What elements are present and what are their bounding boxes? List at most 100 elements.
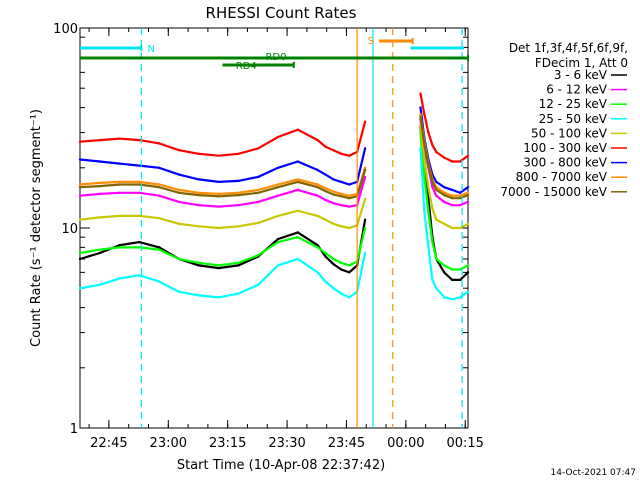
data-point bbox=[217, 195, 220, 198]
data-point bbox=[332, 222, 335, 225]
data-point bbox=[443, 264, 446, 267]
data-point bbox=[340, 204, 343, 207]
data-point bbox=[98, 160, 101, 163]
series-9 bbox=[78, 115, 470, 200]
data-point bbox=[276, 135, 280, 139]
data-point bbox=[157, 194, 161, 197]
data-point bbox=[296, 178, 299, 181]
data-point bbox=[419, 106, 422, 109]
data-point bbox=[98, 283, 101, 286]
data-point bbox=[332, 262, 335, 266]
x-tick-label: 23:00 bbox=[150, 436, 187, 451]
data-point bbox=[443, 222, 446, 225]
legend-entry-label: 300 - 800 keV bbox=[523, 156, 607, 170]
y-axis-label: Count Rate (s⁻¹ detector segment⁻¹) bbox=[29, 109, 44, 347]
data-point bbox=[78, 185, 82, 189]
data-point bbox=[431, 185, 434, 189]
data-point bbox=[217, 296, 220, 299]
data-point bbox=[256, 254, 260, 257]
y-tick-label: 1 bbox=[70, 422, 78, 437]
data-point bbox=[466, 290, 470, 293]
data-point bbox=[458, 191, 462, 194]
data-point bbox=[296, 235, 299, 239]
data-point bbox=[458, 296, 462, 299]
data-point bbox=[157, 216, 161, 220]
data-point bbox=[340, 152, 343, 155]
plot-area bbox=[79, 27, 469, 429]
data-point bbox=[363, 168, 367, 172]
data-point bbox=[458, 204, 462, 207]
data-point bbox=[78, 218, 82, 221]
data-point bbox=[324, 145, 327, 148]
data-point bbox=[332, 190, 335, 193]
data-point bbox=[118, 246, 121, 249]
data-point bbox=[157, 142, 161, 145]
data-point bbox=[296, 128, 299, 131]
data-point bbox=[78, 251, 82, 255]
data-point bbox=[419, 113, 422, 116]
data-point bbox=[324, 280, 327, 283]
chart-title: RHESSI Count Rates bbox=[206, 4, 357, 22]
data-point bbox=[78, 158, 82, 161]
data-point bbox=[296, 180, 299, 184]
data-point bbox=[237, 193, 240, 197]
data-point bbox=[197, 204, 200, 207]
data-point bbox=[363, 147, 367, 150]
data-point bbox=[348, 264, 351, 267]
data-point bbox=[340, 292, 343, 295]
data-point bbox=[466, 200, 470, 204]
data-point bbox=[276, 183, 280, 186]
data-point bbox=[217, 154, 220, 157]
data-point bbox=[98, 138, 101, 142]
data-point bbox=[217, 264, 220, 267]
data-point bbox=[157, 183, 161, 186]
data-point bbox=[324, 251, 327, 255]
data-point bbox=[197, 264, 200, 267]
x-axis: 22:45 23:00 23:15 23:30 23:45 00:00 00:15 bbox=[88, 28, 484, 451]
data-point bbox=[332, 193, 335, 196]
data-point bbox=[197, 178, 200, 181]
series-line bbox=[79, 107, 469, 195]
data-point bbox=[138, 183, 141, 186]
data-point bbox=[443, 185, 446, 189]
data-point bbox=[435, 150, 438, 154]
data-point bbox=[118, 191, 121, 194]
data-point bbox=[348, 205, 351, 208]
data-point bbox=[316, 214, 319, 218]
data-point bbox=[435, 218, 438, 221]
data-point bbox=[324, 255, 327, 258]
data-point bbox=[118, 162, 121, 165]
series-layer bbox=[78, 92, 470, 301]
data-point bbox=[98, 251, 101, 255]
data-point bbox=[316, 185, 319, 189]
data-point bbox=[466, 271, 470, 274]
data-point bbox=[276, 185, 280, 189]
data-point bbox=[157, 248, 161, 251]
data-point bbox=[431, 240, 434, 244]
data-point bbox=[276, 264, 280, 267]
data-point bbox=[340, 180, 343, 184]
data-point bbox=[435, 194, 438, 197]
data-point bbox=[340, 261, 343, 264]
series-4 bbox=[78, 147, 470, 301]
data-point bbox=[466, 193, 470, 197]
series-line bbox=[79, 132, 469, 271]
data-point bbox=[450, 160, 454, 163]
x-tick-label: 23:45 bbox=[328, 436, 365, 451]
data-point bbox=[177, 173, 181, 176]
data-point bbox=[177, 191, 181, 194]
annotation-label-rd4: RD4 bbox=[236, 61, 257, 72]
x-tick-label: 00:00 bbox=[387, 436, 424, 451]
data-point bbox=[197, 261, 200, 264]
data-point bbox=[423, 143, 426, 147]
data-point bbox=[197, 225, 200, 228]
data-point bbox=[324, 189, 327, 193]
data-point bbox=[237, 179, 240, 183]
y-tick-label: 100 bbox=[53, 22, 78, 37]
x-tick-label: 00:15 bbox=[446, 436, 483, 451]
data-point bbox=[138, 240, 141, 244]
data-point bbox=[348, 196, 351, 200]
data-point bbox=[237, 264, 240, 267]
data-point bbox=[316, 246, 319, 249]
legend-entry-label: 800 - 7000 keV bbox=[516, 170, 608, 184]
